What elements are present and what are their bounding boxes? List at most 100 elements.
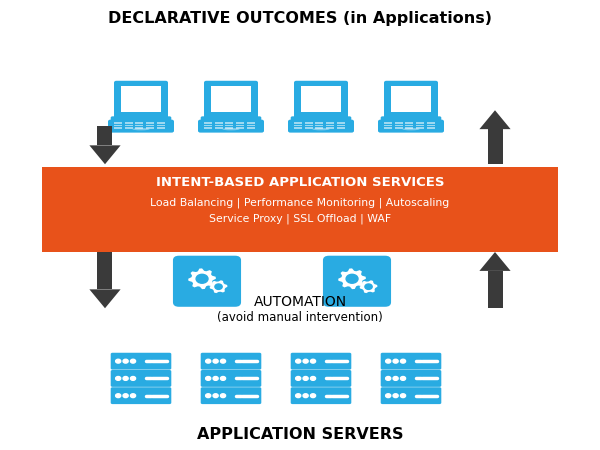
FancyBboxPatch shape [146, 127, 154, 129]
FancyBboxPatch shape [247, 127, 255, 129]
FancyBboxPatch shape [201, 353, 262, 369]
FancyBboxPatch shape [291, 353, 352, 369]
Polygon shape [188, 268, 216, 289]
Circle shape [303, 377, 308, 380]
FancyBboxPatch shape [381, 387, 442, 404]
Text: INTENT-BASED APPLICATION SERVICES: INTENT-BASED APPLICATION SERVICES [156, 176, 444, 189]
FancyBboxPatch shape [487, 129, 503, 164]
FancyBboxPatch shape [305, 125, 313, 126]
Text: DECLARATIVE OUTCOMES (in Applications): DECLARATIVE OUTCOMES (in Applications) [108, 11, 492, 26]
Polygon shape [359, 280, 377, 293]
FancyBboxPatch shape [381, 116, 442, 124]
FancyBboxPatch shape [204, 125, 212, 126]
FancyBboxPatch shape [201, 116, 262, 124]
FancyBboxPatch shape [201, 370, 262, 387]
FancyBboxPatch shape [114, 122, 122, 124]
FancyBboxPatch shape [406, 125, 413, 126]
FancyBboxPatch shape [198, 120, 264, 133]
FancyBboxPatch shape [136, 122, 143, 124]
Circle shape [206, 377, 211, 380]
Ellipse shape [223, 128, 239, 130]
Circle shape [400, 359, 406, 363]
Text: AUTOMATION: AUTOMATION [253, 295, 347, 309]
FancyBboxPatch shape [111, 370, 172, 387]
FancyBboxPatch shape [215, 125, 223, 126]
FancyBboxPatch shape [136, 125, 143, 126]
FancyBboxPatch shape [204, 127, 212, 129]
FancyBboxPatch shape [416, 127, 424, 129]
FancyBboxPatch shape [427, 122, 435, 124]
FancyBboxPatch shape [337, 125, 345, 126]
FancyBboxPatch shape [226, 125, 233, 126]
Circle shape [123, 394, 128, 398]
Circle shape [310, 359, 316, 363]
FancyBboxPatch shape [125, 125, 133, 126]
FancyBboxPatch shape [114, 81, 168, 119]
Circle shape [365, 284, 372, 289]
Polygon shape [89, 145, 121, 164]
Circle shape [386, 359, 391, 363]
FancyBboxPatch shape [173, 256, 241, 307]
Circle shape [346, 274, 358, 283]
FancyBboxPatch shape [211, 86, 251, 112]
Circle shape [206, 359, 211, 363]
FancyBboxPatch shape [114, 125, 122, 126]
Circle shape [116, 394, 121, 398]
Circle shape [386, 377, 391, 380]
Polygon shape [479, 110, 511, 129]
Text: (avoid manual intervention): (avoid manual intervention) [217, 311, 383, 324]
FancyBboxPatch shape [42, 166, 558, 252]
Ellipse shape [313, 128, 329, 130]
FancyBboxPatch shape [305, 127, 313, 129]
FancyBboxPatch shape [381, 353, 442, 369]
Circle shape [213, 394, 218, 398]
FancyBboxPatch shape [157, 127, 165, 129]
FancyBboxPatch shape [97, 126, 113, 145]
FancyBboxPatch shape [215, 127, 223, 129]
FancyBboxPatch shape [406, 127, 413, 129]
Circle shape [213, 359, 218, 363]
FancyBboxPatch shape [323, 256, 391, 307]
FancyBboxPatch shape [226, 122, 233, 124]
FancyBboxPatch shape [487, 271, 503, 308]
FancyBboxPatch shape [294, 81, 348, 119]
FancyBboxPatch shape [326, 122, 334, 124]
FancyBboxPatch shape [157, 125, 165, 126]
FancyBboxPatch shape [125, 122, 133, 124]
FancyBboxPatch shape [291, 116, 352, 124]
FancyBboxPatch shape [247, 122, 255, 124]
FancyBboxPatch shape [204, 122, 212, 124]
Text: Load Balancing | Performance Monitoring | Autoscaling: Load Balancing | Performance Monitoring … [151, 197, 449, 207]
FancyBboxPatch shape [427, 127, 435, 129]
FancyBboxPatch shape [337, 127, 345, 129]
FancyBboxPatch shape [395, 127, 403, 129]
FancyBboxPatch shape [326, 127, 334, 129]
FancyBboxPatch shape [226, 127, 233, 129]
Circle shape [220, 394, 226, 398]
FancyBboxPatch shape [294, 122, 302, 124]
FancyBboxPatch shape [406, 122, 413, 124]
FancyBboxPatch shape [201, 387, 262, 404]
FancyBboxPatch shape [316, 125, 323, 126]
Circle shape [123, 377, 128, 380]
Polygon shape [479, 252, 511, 271]
FancyBboxPatch shape [121, 86, 161, 112]
FancyBboxPatch shape [326, 125, 334, 126]
FancyBboxPatch shape [316, 127, 323, 129]
FancyBboxPatch shape [236, 127, 244, 129]
Circle shape [116, 359, 121, 363]
FancyBboxPatch shape [146, 122, 154, 124]
FancyBboxPatch shape [301, 86, 341, 112]
Circle shape [130, 377, 136, 380]
Text: Service Proxy | SSL Offload | WAF: Service Proxy | SSL Offload | WAF [209, 214, 391, 224]
Circle shape [123, 359, 128, 363]
Circle shape [206, 394, 211, 398]
FancyBboxPatch shape [236, 122, 244, 124]
Circle shape [296, 394, 301, 398]
FancyBboxPatch shape [395, 125, 403, 126]
FancyBboxPatch shape [288, 120, 354, 133]
Circle shape [393, 377, 398, 380]
FancyBboxPatch shape [146, 125, 154, 126]
Circle shape [215, 284, 222, 289]
Circle shape [130, 394, 136, 398]
